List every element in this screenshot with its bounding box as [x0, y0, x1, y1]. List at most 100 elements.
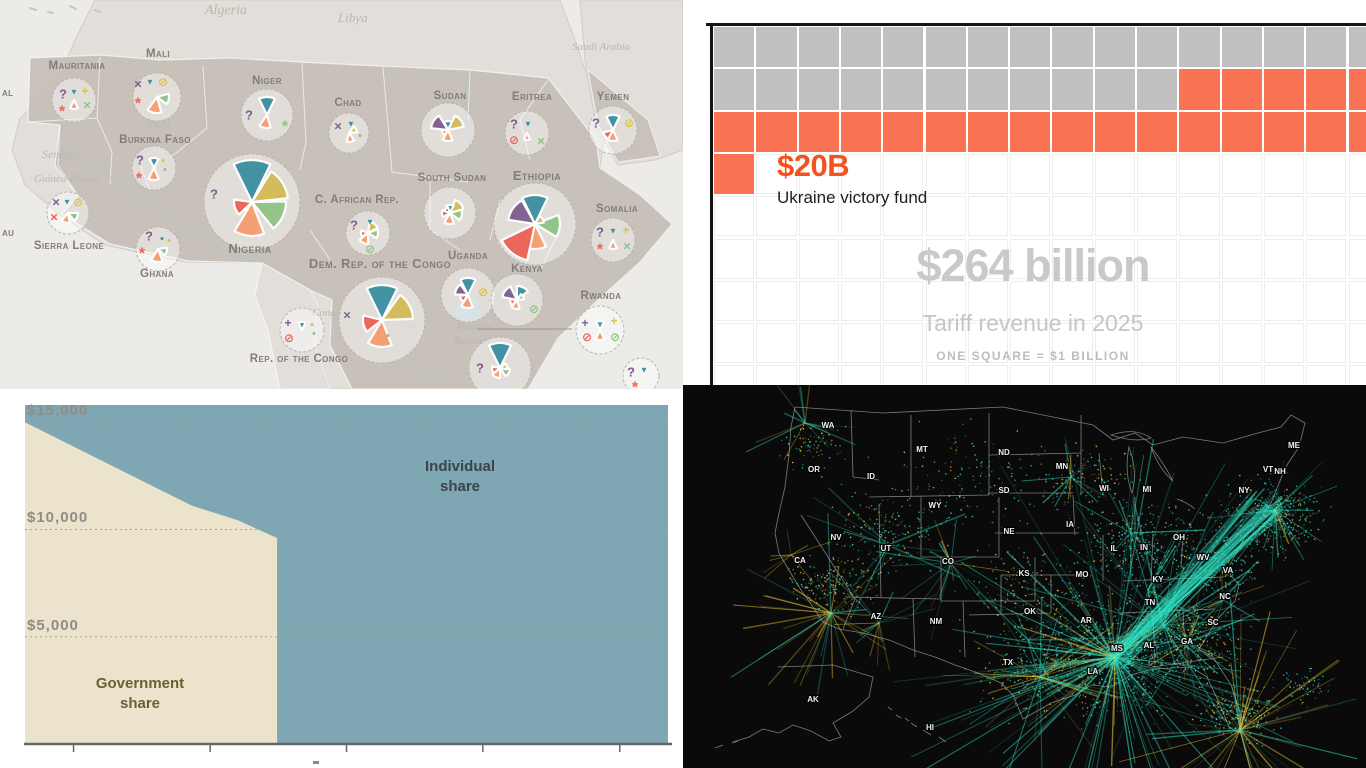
country-marker-unlabeled[interactable]: ? ▼*: [622, 357, 660, 389]
state-label-ok: OK: [1024, 607, 1036, 616]
square-empty: [1306, 365, 1347, 385]
basemap-label: Libya: [337, 10, 368, 25]
square-empty: [1094, 196, 1135, 237]
country-marker-eritrea[interactable]: ? ▼ ⊘ ×: [504, 110, 550, 156]
tariff-waffle-panel: $20B Ukraine victory fund $264 billion T…: [683, 0, 1366, 385]
marker-icon-purple: ×: [52, 195, 60, 210]
highlighted-countries: [27, 54, 673, 389]
petal-green: [366, 228, 380, 240]
state-label-la: LA: [1088, 667, 1099, 676]
country-marker-uganda[interactable]: ⊘: [440, 267, 496, 323]
basemap-label: Rwanda: [456, 321, 494, 333]
marker-icon-yellow: ●: [161, 158, 165, 165]
country-marker-rep-of-the-congo[interactable]: +⊘ ● ●: [279, 307, 325, 353]
square-highlight: [1221, 69, 1262, 110]
marker-icon-purple: ?: [245, 108, 253, 123]
petal-teal: [148, 156, 160, 170]
square-empty: [840, 238, 882, 279]
petal-orange: [233, 200, 266, 238]
square-empty: [1306, 196, 1347, 237]
square-empty: [756, 323, 797, 364]
country-marker-ghana[interactable]: ? * ● ●: [135, 226, 181, 272]
square-empty: [967, 280, 1009, 322]
square-empty: [967, 238, 1009, 279]
marker-icon-red: ⊘: [284, 331, 294, 345]
square-empty: [1010, 196, 1051, 237]
country-label: Ghana: [140, 268, 174, 280]
country-marker-south-sudan[interactable]: [423, 186, 477, 240]
country-label: Nigeria: [228, 241, 271, 256]
square-filled: [1137, 27, 1178, 68]
petal-orange: [147, 166, 160, 182]
square-empty: [1348, 365, 1366, 385]
petal-orange: [441, 128, 454, 143]
country-marker-ethiopia[interactable]: [493, 182, 577, 266]
square-filled: [1306, 27, 1347, 68]
country-marker-niger[interactable]: ?*: [240, 88, 294, 142]
marker-icon-red: *: [136, 171, 143, 188]
country-marker-rwanda[interactable]: + +⊘ ⊘: [575, 305, 625, 355]
country-marker-dem-rep-of-the-congo[interactable]: ×●: [338, 276, 426, 364]
petal-orange: [443, 211, 455, 226]
state-label-tn: TN: [1145, 598, 1156, 607]
square-filled: [840, 27, 882, 68]
country-marker-mali[interactable]: × ▼ ⊘ *: [132, 72, 182, 122]
country-marker-unlabeled[interactable]: ?: [468, 336, 532, 389]
country-marker-chad[interactable]: × ▼●: [328, 112, 370, 154]
hawaii-islands: [887, 706, 947, 743]
country-label: South Sudan: [418, 172, 487, 184]
state-labels: WA MT ND OR ID SD WY NE NV UT CO CA KS MN WI MI IA IL IN OH…: [793, 420, 1302, 734]
highlight-sub-label: Ukraine victory fund: [777, 188, 928, 207]
marker-icon-teal: ▼: [366, 218, 374, 227]
canary-islands: [29, 5, 101, 14]
petal-orange: [367, 318, 393, 349]
marker-icon-red: ×: [50, 210, 58, 225]
marker-icon-purple: ?: [510, 117, 518, 132]
marker-icon-green: ×: [537, 134, 545, 149]
square-filled: [1094, 69, 1135, 110]
country-label: C. African Rep.: [315, 194, 399, 206]
country-marker-burkina-faso[interactable]: ? * ● ●: [131, 145, 177, 191]
petal-mustard: [250, 170, 289, 204]
basemap-label: Guinea-Bissau: [34, 173, 100, 185]
country-label: Burkina Faso: [119, 134, 191, 146]
country-marker-sierra-leone[interactable]: × ▼ ⊘×: [46, 191, 90, 235]
state-label-mi: MI: [1143, 485, 1152, 494]
square-empty: [1094, 280, 1135, 322]
y-axis-label: $10,000: [27, 509, 89, 527]
y-axis-label: $15,000: [27, 402, 89, 420]
state-label-ca: CA: [794, 556, 806, 565]
basemap-label: DRC: [399, 319, 423, 331]
country-marker-kenya[interactable]: ⊘: [490, 273, 544, 327]
state-label-mt: MT: [916, 445, 928, 454]
state-label-ar: AR: [1080, 616, 1092, 625]
square-empty: [1010, 365, 1051, 385]
government-share-label: Government share: [95, 675, 185, 713]
square-filled: [714, 27, 755, 68]
country-marker-mauritania[interactable]: ? ▼ +× *: [51, 77, 97, 123]
country-marker-c-african-rep-[interactable]: ? ▼ ⊘: [345, 210, 391, 256]
square-empty: [1221, 365, 1262, 385]
square-filled: [1137, 69, 1178, 110]
square-empty: [883, 153, 924, 195]
marker-icon-yellow: ⊘: [158, 75, 168, 89]
marker-icon-purple: ?: [627, 365, 635, 380]
petal-teal: [459, 276, 477, 297]
country-marker-yemen[interactable]: ? ⊘: [588, 105, 638, 155]
state-label-sc: SC: [1207, 618, 1218, 627]
square-highlight: [967, 111, 1009, 152]
country-label: Rep. of the Congo: [250, 353, 348, 365]
country-marker-nigeria[interactable]: ?: [203, 153, 301, 251]
square-empty: [1094, 153, 1135, 195]
square-filled: [925, 27, 966, 68]
highlight-value-label: $20B: [777, 148, 850, 183]
square-empty: [1179, 153, 1220, 195]
marker-icon-yellow: ●: [310, 322, 314, 329]
square-empty: [967, 153, 1009, 195]
country-marker-sudan[interactable]: [420, 102, 476, 158]
petal-teal: [487, 341, 513, 370]
country-marker-somalia[interactable]: ? ▼ + × *: [590, 217, 636, 263]
government-share-area: [25, 422, 278, 744]
petal-yellow: [347, 125, 359, 135]
square-filled: [1010, 27, 1051, 68]
